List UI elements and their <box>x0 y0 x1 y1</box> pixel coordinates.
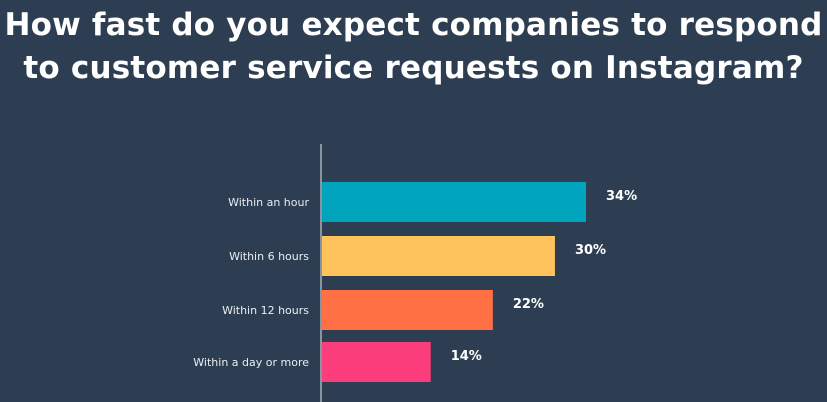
category-label-2: Within 6 hours <box>229 250 309 263</box>
value-label-1: 34% <box>606 189 637 204</box>
value-label-4: 14% <box>451 349 482 364</box>
value-label-3: 22% <box>513 297 544 312</box>
category-label-1: Within an hour <box>228 196 309 209</box>
bar-4 <box>322 342 431 382</box>
value-label-2: 30% <box>575 243 606 258</box>
chart-title-line-2: to customer service requests on Instagra… <box>23 50 804 86</box>
category-label-4: Within a day or more <box>193 356 309 369</box>
chart-title-line-1: How fast do you expect companies to resp… <box>4 7 823 43</box>
bar-1 <box>322 182 586 222</box>
chart-title: How fast do you expect companies to resp… <box>0 4 827 90</box>
bar-3 <box>322 290 493 330</box>
bar-2 <box>322 236 555 276</box>
category-label-3: Within 12 hours <box>222 304 309 317</box>
